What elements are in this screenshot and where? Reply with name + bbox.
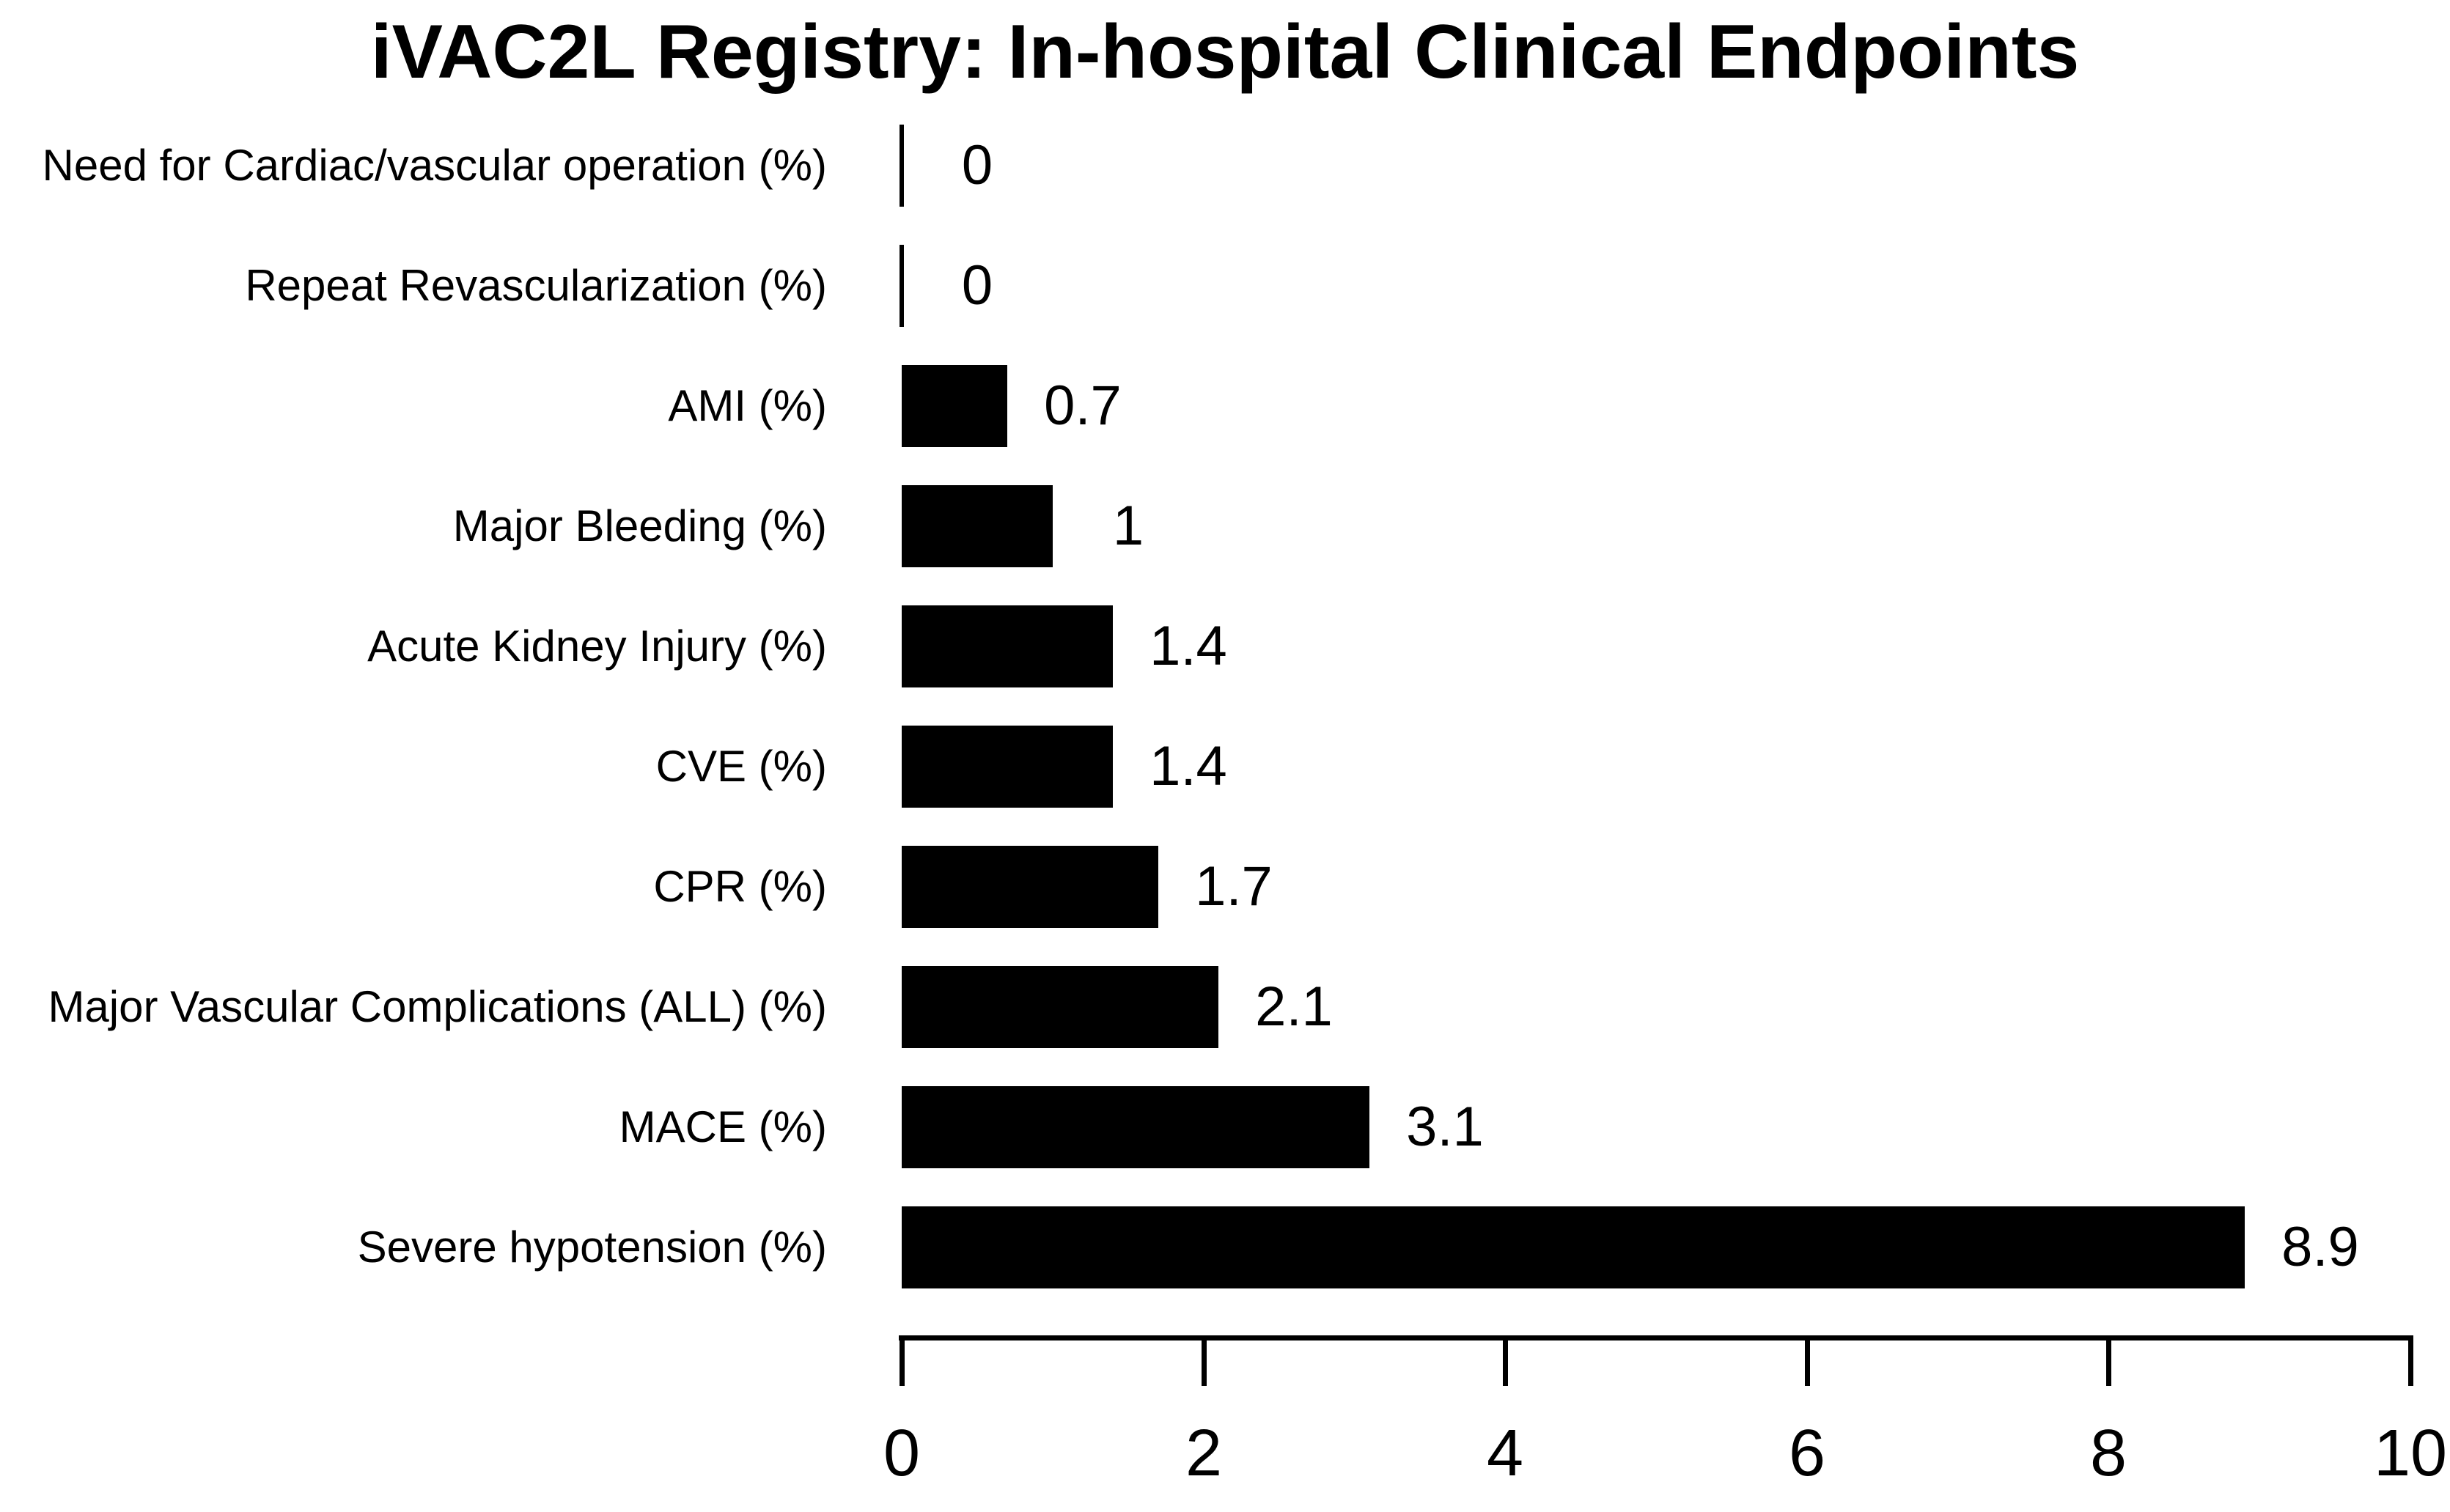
x-axis-tick (2408, 1340, 2413, 1386)
x-axis-tick-label: 0 (883, 1417, 921, 1490)
bar (900, 125, 904, 207)
value-label: 8.9 (2281, 1216, 2359, 1278)
category-label: AMI (%) (668, 381, 827, 430)
category-label: Acute Kidney Injury (%) (367, 622, 827, 671)
bar (902, 1086, 1369, 1168)
value-label: 2.1 (1255, 976, 1333, 1038)
value-label: 1.4 (1149, 735, 1227, 797)
value-label: 3.1 (1406, 1096, 1484, 1158)
chart-title: iVAC2L Registry: In-hospital Clinical En… (370, 10, 2080, 95)
bar-row: Need for Cardiac/vascular operation (%) … (0, 125, 2450, 207)
category-label: MACE (%) (619, 1102, 827, 1151)
x-axis-tick (2106, 1340, 2111, 1386)
bar (902, 846, 1158, 928)
bar (902, 1206, 2245, 1288)
bar-row: AMI (%) 0.7 (0, 365, 2450, 447)
value-label: 1.7 (1195, 855, 1273, 918)
value-label: 1 (1112, 495, 1144, 557)
bar-row: Severe hypotension (%) 8.9 (0, 1206, 2450, 1288)
bar (902, 365, 1007, 447)
category-label: Severe hypotension (%) (357, 1222, 827, 1272)
bar-row: Major Bleeding (%) 1 (0, 485, 2450, 567)
value-label: 1.4 (1149, 615, 1227, 677)
category-label: Major Vascular Complications (ALL) (%) (48, 982, 827, 1031)
bar-row: Acute Kidney Injury (%) 1.4 (0, 605, 2450, 687)
x-axis-tick (1202, 1340, 1207, 1386)
x-axis-line (899, 1335, 2413, 1340)
bar (902, 485, 1053, 567)
category-label: Need for Cardiac/vascular operation (%) (42, 141, 827, 190)
category-label: CPR (%) (653, 862, 827, 911)
bar-row: MACE (%) 3.1 (0, 1086, 2450, 1168)
x-axis-tick-label: 8 (2089, 1417, 2127, 1490)
bar-row: Major Vascular Complications (ALL) (%) 2… (0, 966, 2450, 1048)
x-axis-tick (900, 1340, 905, 1386)
bar (900, 245, 904, 327)
x-axis-tick-label: 2 (1185, 1417, 1223, 1490)
x-axis-tick (1503, 1340, 1508, 1386)
bar-row: CVE (%) 1.4 (0, 726, 2450, 808)
x-axis-tick-label: 4 (1486, 1417, 1524, 1490)
category-label: CVE (%) (655, 742, 827, 791)
x-axis-tick (1805, 1340, 1810, 1386)
category-label: Major Bleeding (%) (452, 501, 827, 550)
bar (902, 726, 1113, 808)
x-axis-tick-label: 6 (1788, 1417, 1826, 1490)
value-label: 0 (961, 134, 993, 196)
category-label: Repeat Revascularization (%) (245, 261, 827, 310)
bar-row: CPR (%) 1.7 (0, 846, 2450, 928)
bar-row: Repeat Revascularization (%) 0 (0, 245, 2450, 327)
bar (902, 605, 1113, 687)
bar (902, 966, 1218, 1048)
value-label: 0.7 (1044, 375, 1122, 437)
value-label: 0 (961, 254, 993, 317)
x-axis-tick-label: 10 (2373, 1417, 2448, 1490)
